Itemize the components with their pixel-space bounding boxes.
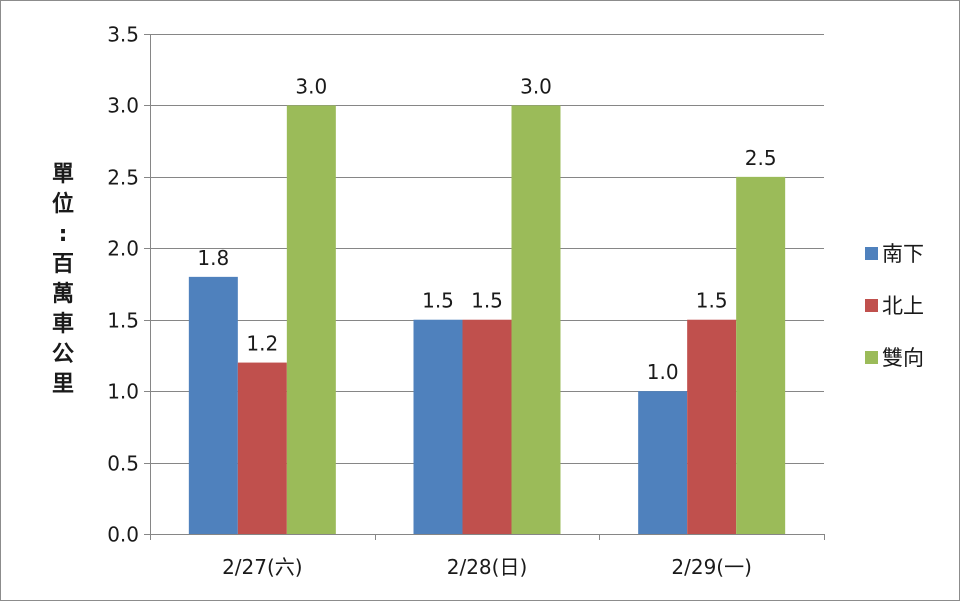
data-label: 1.5 — [422, 289, 454, 313]
bar-north-1 — [237, 362, 287, 534]
y-axis-title-char: 位 — [52, 191, 74, 217]
bar-north-3 — [687, 319, 737, 534]
axes — [144, 34, 825, 540]
legend-swatch — [865, 351, 878, 364]
y-axis-label: 單位: 百萬車公里 — [52, 162, 74, 397]
y-axis-title-char: 單 — [52, 162, 74, 187]
data-label: 1.0 — [647, 360, 679, 384]
data-labels: 1.8 1.2 3.0 1.5 1.5 3.0 1.0 1.5 2.5 — [197, 74, 776, 384]
y-tick-label: 1.5 — [107, 309, 139, 333]
bar-south-2 — [413, 319, 463, 534]
legend-label: 雙向 — [882, 346, 924, 370]
data-label: 1.5 — [696, 289, 728, 313]
bar-north-2 — [462, 319, 512, 534]
legend-swatch — [865, 247, 878, 260]
bar-both-1 — [286, 105, 336, 534]
bar-both-2 — [511, 105, 561, 534]
y-tick-label: 2.0 — [107, 237, 139, 261]
y-axis-title-char: 公 — [52, 342, 74, 367]
y-tick-labels: 0.0 0.5 1.0 1.5 2.0 2.5 3.0 3.5 — [107, 23, 139, 547]
x-tick-label: 2/28(日) — [447, 555, 528, 579]
bars — [188, 105, 786, 534]
y-tick-label: 1.0 — [107, 380, 139, 404]
y-tick-label: 0.0 — [107, 523, 139, 547]
y-tick-label: 2.5 — [107, 166, 139, 190]
y-axis-title-char: : — [59, 222, 68, 247]
y-axis-title: 單位: 百萬車公里 — [52, 162, 74, 397]
x-tick-labels: 2/27(六) 2/28(日) 2/29(一) — [222, 555, 752, 579]
bar-south-1 — [188, 276, 238, 534]
x-tick-label: 2/27(六) — [222, 555, 303, 579]
y-axis-title-char: 車 — [52, 312, 74, 337]
data-label: 2.5 — [745, 146, 777, 170]
legend-label: 南下 — [882, 242, 924, 266]
bar-both-3 — [736, 176, 786, 534]
y-axis-title-char: 里 — [52, 372, 74, 397]
y-tick-label: 0.5 — [107, 452, 139, 476]
legend-swatch — [865, 299, 878, 312]
y-tick-label: 3.0 — [107, 94, 139, 118]
data-label: 1.2 — [246, 332, 278, 356]
data-label: 1.5 — [471, 289, 503, 313]
y-tick-label: 3.5 — [107, 23, 139, 47]
x-tick-label: 2/29(一) — [671, 555, 752, 579]
y-axis-title-char: 萬 — [52, 282, 74, 307]
legend-label: 北上 — [882, 294, 924, 318]
data-label: 3.0 — [520, 74, 552, 98]
data-label: 3.0 — [295, 74, 327, 98]
bar-south-3 — [638, 391, 688, 534]
y-axis-title-char: 百 — [52, 252, 74, 277]
data-label: 1.8 — [197, 246, 229, 270]
